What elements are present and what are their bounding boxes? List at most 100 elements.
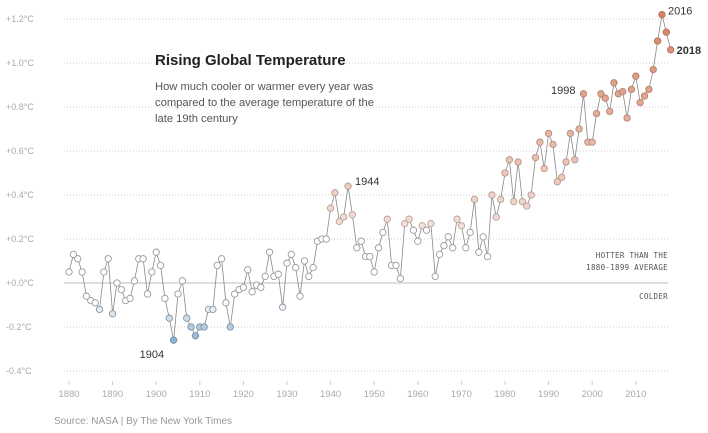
data-point [239, 283, 248, 292]
data-point [392, 261, 400, 270]
data-point [597, 90, 605, 98]
x-tick-label: 1910 [189, 389, 210, 400]
annotation-2018: 2018 [677, 45, 701, 57]
y-tick-label: +0.6°C [6, 146, 34, 156]
data-point [231, 290, 239, 298]
data-point [222, 299, 230, 307]
data-point [440, 241, 448, 250]
y-tick-label: -0.4°C [6, 366, 32, 376]
data-point [640, 92, 649, 100]
data-point [305, 272, 313, 281]
data-point [523, 202, 531, 210]
data-point [274, 270, 282, 278]
data-point [571, 156, 579, 164]
data-point [370, 268, 378, 276]
data-point [191, 332, 200, 340]
data-point [558, 173, 566, 182]
colder-label: COLDER [639, 292, 668, 301]
x-tick-label: 1920 [233, 389, 254, 400]
data-point [108, 310, 117, 318]
data-point [623, 114, 631, 122]
data-point [479, 233, 487, 241]
data-point [405, 215, 413, 223]
data-point [65, 268, 73, 276]
data-point [536, 138, 544, 146]
data-point [409, 226, 418, 234]
x-tick-label: 1940 [320, 389, 341, 400]
data-point [505, 156, 514, 164]
data-point [501, 169, 509, 177]
data-point [139, 255, 147, 263]
data-point [161, 294, 169, 303]
data-point [322, 235, 330, 243]
data-point [383, 215, 391, 223]
data-point [379, 228, 387, 237]
data-point [248, 288, 256, 296]
data-point [645, 85, 653, 94]
data-point [148, 268, 156, 276]
data-point [396, 274, 405, 283]
hotter-label: HOTTER THAN THE [596, 251, 668, 260]
data-point [366, 252, 374, 261]
data-point [496, 195, 505, 204]
data-point [601, 94, 609, 102]
data-point [418, 222, 426, 230]
x-tick-label: 1970 [451, 389, 472, 400]
data-point [514, 158, 522, 166]
data-point [340, 213, 348, 221]
data-point [74, 255, 82, 263]
x-tick-label: 1990 [538, 389, 559, 400]
data-point [527, 191, 535, 199]
data-point [292, 263, 300, 272]
data-point [331, 189, 339, 197]
source-note: Source: NASA | By The New York Times [54, 416, 233, 427]
annotation-1944: 1944 [355, 176, 379, 188]
data-point [466, 228, 474, 237]
chart-subtitle: How much cooler or warmer every year was… [155, 81, 374, 125]
data-point [422, 226, 431, 234]
data-point [100, 268, 108, 276]
data-point [549, 140, 557, 149]
data-point [143, 290, 152, 298]
data-point [178, 277, 187, 285]
data-point [95, 305, 104, 314]
data-point [619, 87, 627, 96]
data-point [453, 215, 461, 223]
chart-title: Rising Global Temperature [155, 52, 346, 69]
data-point [649, 65, 657, 74]
data-point [287, 250, 296, 259]
data-point [278, 303, 287, 311]
data-point [575, 125, 583, 133]
data-point [588, 138, 596, 146]
data-point [653, 37, 662, 45]
data-point [540, 164, 548, 173]
data-point [187, 323, 195, 331]
data-point [113, 279, 121, 287]
data-point [470, 195, 479, 204]
data-point [104, 255, 112, 263]
data-point [353, 244, 361, 252]
data-point [435, 250, 444, 259]
data-point [374, 244, 383, 252]
data-point [309, 263, 317, 272]
data-point [667, 46, 675, 54]
data-point [544, 129, 553, 138]
x-tick-label: 2000 [582, 389, 603, 400]
data-point [492, 213, 500, 221]
data-point [326, 204, 335, 212]
data-point [449, 244, 457, 252]
data-point [605, 107, 614, 116]
x-tick-label: 1880 [58, 389, 79, 400]
data-point [78, 268, 86, 276]
data-point [357, 237, 365, 245]
data-point [662, 28, 670, 36]
data-point [610, 79, 618, 87]
x-tick-label: 1960 [407, 389, 428, 400]
data-point [427, 219, 435, 228]
y-tick-label: +0.0°C [6, 278, 34, 288]
data-point [126, 294, 134, 303]
x-tick-label: 1930 [276, 389, 297, 400]
data-point [475, 248, 483, 256]
data-point [82, 292, 91, 300]
y-tick-label: +0.4°C [6, 190, 34, 200]
